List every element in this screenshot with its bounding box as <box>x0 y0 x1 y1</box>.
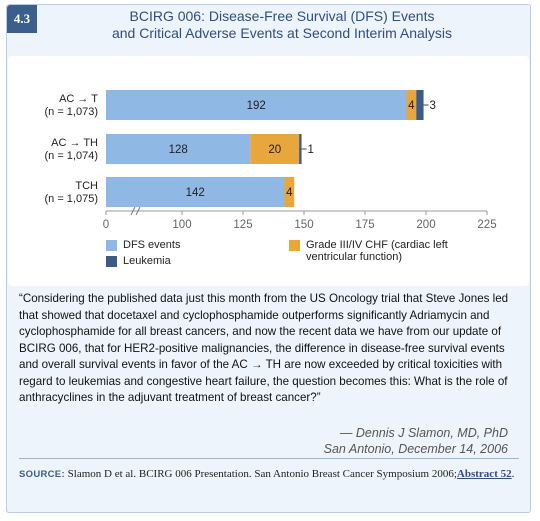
source-text: Slamon D et al. BCIRG 006 Presentation. … <box>67 468 457 480</box>
legend-item-dfs: DFS events <box>106 239 180 251</box>
x-tick-label: 225 <box>477 219 496 231</box>
bar-value-label: 128 <box>169 144 188 156</box>
x-tick-label: 200 <box>416 219 435 231</box>
bar-segment <box>284 177 295 207</box>
legend-swatch-dfs <box>106 240 117 251</box>
bar-value-label: 142 <box>186 187 205 199</box>
category-sublabel: (n = 1,074) <box>44 150 98 162</box>
bar-segment <box>299 134 302 164</box>
axis-break-mark <box>130 206 136 216</box>
figure-title: BCIRG 006: Disease-Free Survival (DFS) E… <box>37 8 527 42</box>
figure-number-badge: 4.3 <box>7 5 37 33</box>
quote-attribution: — Dennis J Slamon, MD, PhD San Antonio, … <box>324 425 508 457</box>
source-label: SOURCE: <box>19 469 65 480</box>
bar-value-label: 192 <box>247 100 266 112</box>
bar-segment <box>416 90 424 120</box>
legend-label-chf-line1: Grade III/IV CHF (cardiac left <box>306 239 448 251</box>
legend-label-chf: Grade III/IV CHF (cardiac left ventricul… <box>306 239 448 263</box>
figure-frame: 4.3 BCIRG 006: Disease-Free Survival (DF… <box>6 4 531 513</box>
legend-swatch-chf <box>289 240 300 251</box>
category-label: TCH <box>75 180 98 192</box>
x-tick-label: 100 <box>172 219 191 231</box>
bar-value-label: 1 <box>308 144 314 156</box>
legend-item-chf: Grade III/IV CHF (cardiac left ventricul… <box>289 239 448 263</box>
legend-swatch-leukemia <box>106 256 117 267</box>
x-tick-label: 150 <box>294 219 313 231</box>
bar-segment <box>106 177 285 207</box>
legend-item-leukemia: Leukemia <box>106 255 180 267</box>
x-tick-label: 175 <box>355 219 374 231</box>
legend-right: Grade III/IV CHF (cardiac left ventricul… <box>289 239 448 267</box>
source-citation: SOURCE: Slamon D et al. BCIRG 006 Presen… <box>19 467 519 482</box>
bar-segment <box>106 134 251 164</box>
legend-label-dfs: DFS events <box>123 239 181 251</box>
x-tick-label: 125 <box>233 219 252 231</box>
bar-segment <box>106 90 407 120</box>
bar-value-label: 4 <box>286 187 293 199</box>
bar-value-label: 3 <box>430 100 436 112</box>
source-divider <box>19 458 519 459</box>
quote-place-date: San Antonio, December 14, 2006 <box>323 442 508 456</box>
bar-value-label: 4 <box>408 100 415 112</box>
legend-label-leukemia: Leukemia <box>123 255 171 267</box>
abstract-link[interactable]: Abstract 52 <box>456 468 512 480</box>
category-sublabel: (n = 1,073) <box>44 106 98 118</box>
axis-break-mark <box>135 206 141 216</box>
title-line-2: and Critical Adverse Events at Second In… <box>111 25 453 41</box>
source-end: . <box>511 468 515 480</box>
x-tick-label: 0 <box>103 219 109 231</box>
title-line-1: BCIRG 006: Disease-Free Survival (DFS) E… <box>129 8 435 24</box>
category-sublabel: (n = 1,075) <box>44 193 98 205</box>
category-label: AC → T <box>59 93 98 105</box>
bar-segment <box>250 134 300 164</box>
bar-value-label: 20 <box>268 144 281 156</box>
stacked-bar-chart: 0 100 125 150 175 200 225 AC → T(n = 1,073) 192 4… <box>44 90 497 231</box>
quote-author: — Dennis J Slamon, MD, PhD <box>339 426 508 440</box>
legend-left: DFS events Leukemia <box>106 239 180 271</box>
chart-panel: 0 100 125 150 175 200 225 AC → T (n = 1,073) 192 4… <box>8 56 529 286</box>
bar-segment <box>406 90 417 120</box>
category-label: AC → TH <box>51 137 98 149</box>
quote-text: “Considering the published data just thi… <box>19 292 509 404</box>
legend-label-chf-line2: ventricular function) <box>306 251 402 263</box>
